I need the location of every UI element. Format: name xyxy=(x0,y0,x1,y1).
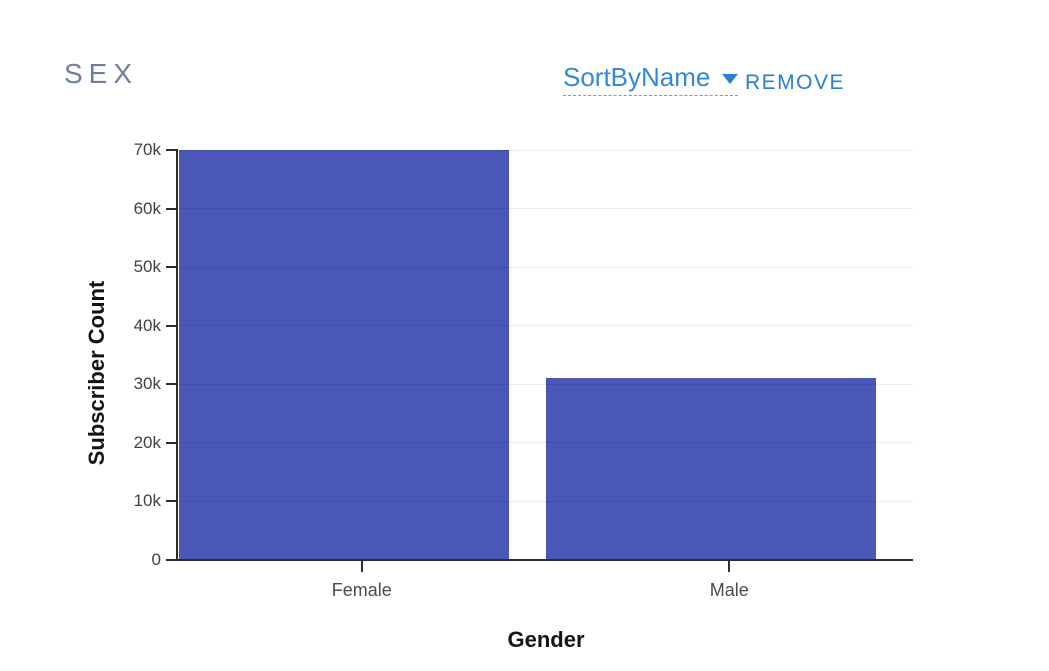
y-tick-label: 30k xyxy=(133,374,161,394)
gridline xyxy=(178,149,913,151)
chevron-down-icon xyxy=(722,73,739,84)
widget-title: SEX xyxy=(64,58,139,89)
gridline xyxy=(178,442,913,444)
x-tick-label-male: Male xyxy=(709,580,749,600)
y-tick xyxy=(166,441,177,444)
y-tick xyxy=(166,500,177,503)
gridline xyxy=(178,383,913,385)
gridline xyxy=(178,325,913,327)
x-axis-line xyxy=(177,559,913,561)
sort-by-dropdown[interactable]: SortByName xyxy=(563,62,739,96)
y-tick xyxy=(166,149,177,151)
sort-by-label: SortByName xyxy=(563,62,711,92)
y-tick-label: 60k xyxy=(133,198,161,218)
y-tick-label: 20k xyxy=(133,432,161,452)
remove-button[interactable]: REMOVE xyxy=(745,71,846,94)
y-tick xyxy=(166,383,177,386)
y-tick-label: 70k xyxy=(133,140,161,159)
y-tick-label: 40k xyxy=(133,315,161,335)
y-tick xyxy=(166,266,177,269)
x-axis-title: Gender xyxy=(507,627,585,652)
y-tick-label: 50k xyxy=(133,257,161,277)
bar-male[interactable] xyxy=(546,378,876,560)
x-tick xyxy=(360,561,363,572)
gridline xyxy=(178,266,913,268)
y-axis-line xyxy=(176,149,178,561)
y-tick xyxy=(166,207,177,210)
gridline xyxy=(178,208,913,210)
bar-female[interactable] xyxy=(178,150,509,560)
gridline xyxy=(178,500,913,502)
x-tick xyxy=(728,561,731,572)
y-tick xyxy=(166,324,177,327)
y-tick-label: 0 xyxy=(151,550,161,569)
y-tick xyxy=(166,559,177,561)
x-tick-label-female: Female xyxy=(331,580,392,600)
y-tick-label: 10k xyxy=(133,491,161,511)
